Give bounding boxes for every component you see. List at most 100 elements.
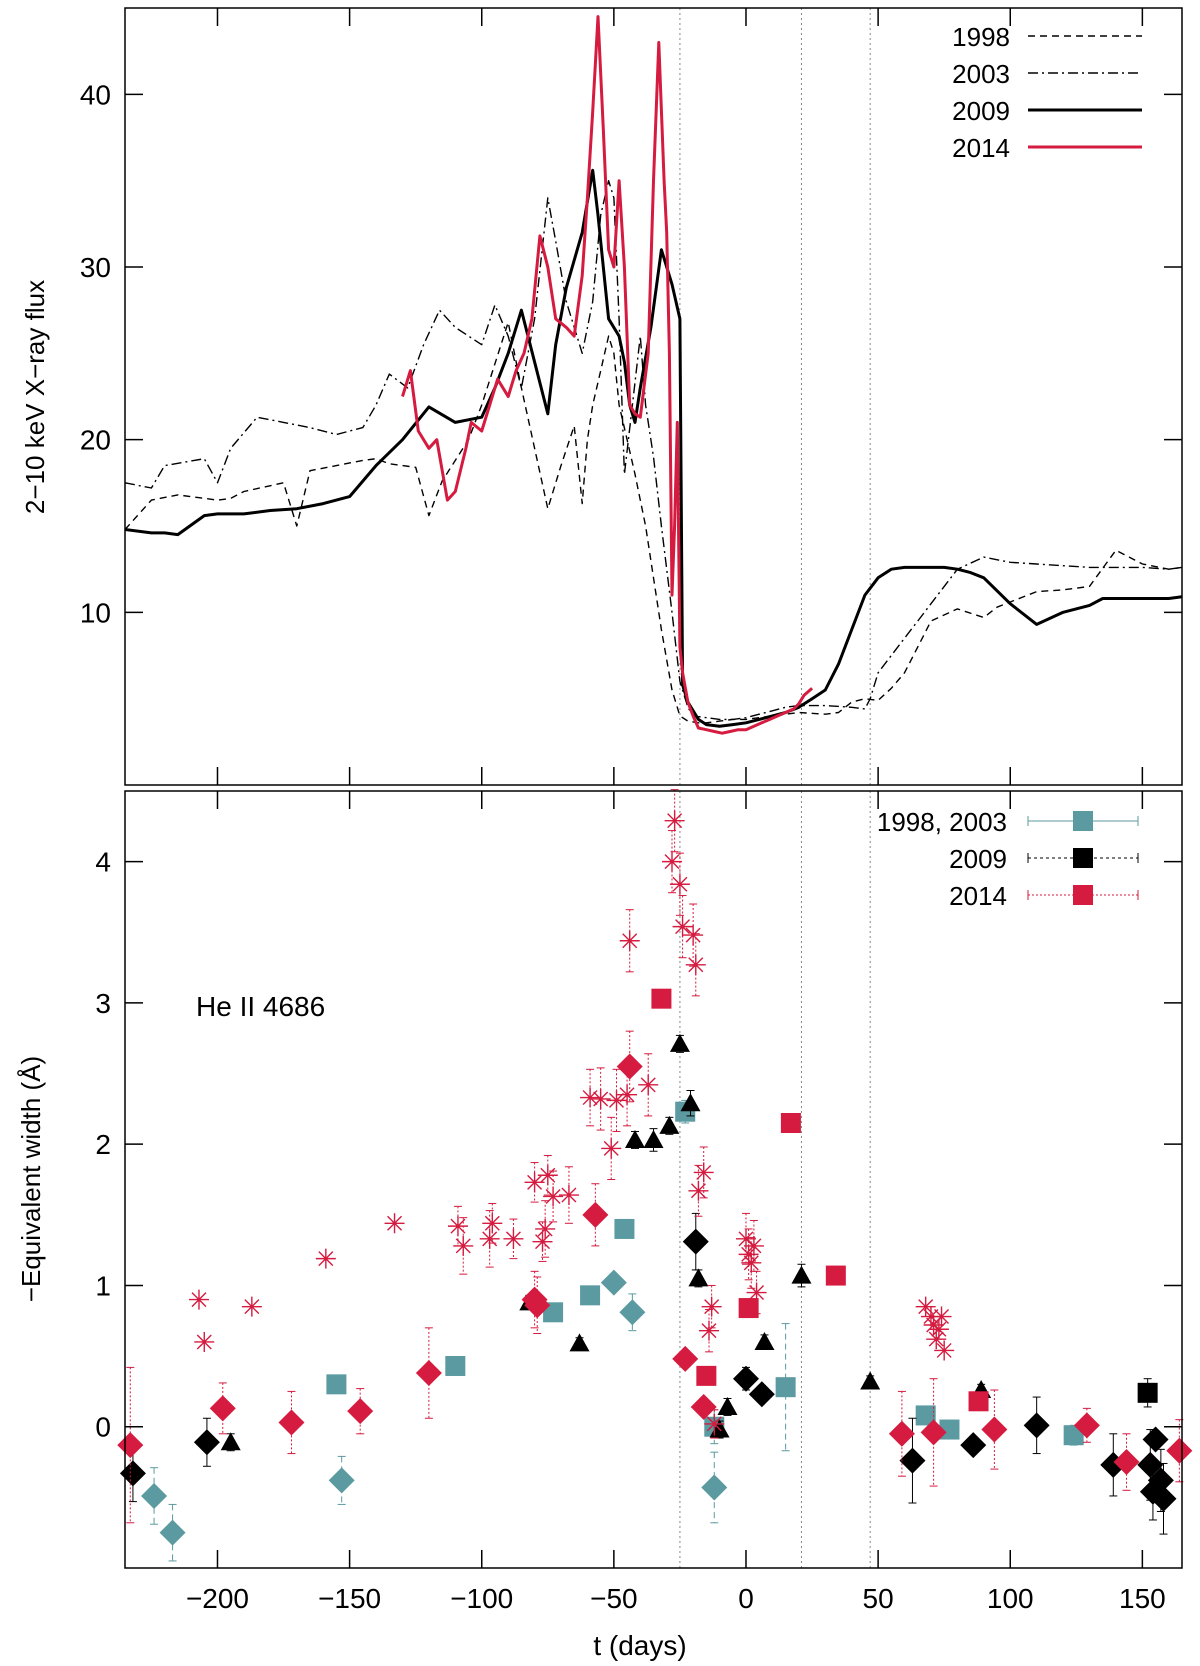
data-point-square bbox=[580, 1285, 601, 1306]
data-point-star bbox=[535, 1218, 556, 1239]
top-legend: 1998 2003 2009 2014 bbox=[952, 22, 1142, 163]
bottom-plot-frame bbox=[124, 790, 1183, 1569]
data-point-star bbox=[685, 954, 706, 975]
legend-label-2003: 2003 bbox=[952, 59, 1010, 89]
legend-label: 2009 bbox=[949, 844, 1007, 874]
data-point-triangle bbox=[680, 1093, 701, 1112]
top-ytick-label: 30 bbox=[80, 252, 111, 283]
data-point-star bbox=[693, 1162, 714, 1183]
bottom-ytick-label: 4 bbox=[95, 847, 111, 878]
data-point-square bbox=[1063, 1425, 1084, 1446]
data-point-diamond bbox=[328, 1467, 355, 1494]
data-point-square bbox=[445, 1355, 466, 1376]
data-point-star bbox=[606, 1090, 627, 1111]
data-point-star bbox=[447, 1216, 468, 1237]
bottom-series-markers bbox=[117, 789, 1193, 1562]
bottom-axis-ticks: −200 −150 −100 −50 0 50 100 150 0 1 2 3 4 bbox=[95, 791, 1182, 1614]
series-1998-2003-diamond bbox=[141, 1269, 728, 1562]
series-2009-diamond bbox=[119, 1212, 1177, 1535]
data-point-star bbox=[683, 925, 704, 946]
xtick-label: −200 bbox=[186, 1583, 249, 1614]
bottom-ytick-label: 0 bbox=[95, 1412, 111, 1443]
data-point-triangle bbox=[625, 1129, 646, 1148]
data-point-star bbox=[672, 916, 693, 937]
xtick-label: 50 bbox=[863, 1583, 894, 1614]
data-point-star bbox=[194, 1331, 215, 1352]
data-point-diamond bbox=[524, 1292, 551, 1319]
data-point-diamond bbox=[1150, 1485, 1177, 1512]
data-point-star bbox=[453, 1235, 474, 1256]
xtick-label: −150 bbox=[318, 1583, 381, 1614]
data-point-star bbox=[638, 1074, 659, 1095]
data-point-star bbox=[241, 1296, 262, 1317]
bottom-ytick-label: 2 bbox=[95, 1129, 111, 1160]
data-point-star bbox=[482, 1213, 503, 1234]
xray-flux-panel: 10 20 30 40 2−10 keV X−ray flux 1998 2003 200… bbox=[20, 7, 1183, 786]
data-point-triangle bbox=[688, 1268, 709, 1287]
top-ytick-label: 20 bbox=[80, 425, 111, 456]
data-point-star bbox=[524, 1172, 545, 1193]
legend-label-1998: 1998 bbox=[952, 22, 1010, 52]
data-point-triangle bbox=[717, 1396, 738, 1415]
data-point-square bbox=[775, 1377, 796, 1398]
data-point-square bbox=[738, 1298, 759, 1319]
data-point-star bbox=[931, 1306, 952, 1327]
data-point-star bbox=[669, 874, 690, 895]
xlabel: t (days) bbox=[593, 1630, 686, 1661]
data-point-star bbox=[543, 1186, 564, 1207]
data-point-diamond bbox=[960, 1432, 987, 1459]
data-point-diamond bbox=[600, 1269, 627, 1296]
series-2014-star bbox=[188, 789, 955, 1439]
data-point-diamond bbox=[1137, 1451, 1164, 1478]
data-point-star bbox=[503, 1228, 524, 1249]
series-2014-square bbox=[651, 988, 989, 1412]
legend-label: 1998, 2003 bbox=[877, 807, 1007, 837]
xtick-label: 0 bbox=[738, 1583, 754, 1614]
equivalent-width-panel: −200 −150 −100 −50 0 50 100 150 0 1 2 3 4 −Equivalen… bbox=[16, 789, 1193, 1661]
data-point-star bbox=[580, 1087, 601, 1108]
top-vlines bbox=[679, 8, 871, 785]
data-point-diamond bbox=[119, 1460, 146, 1487]
data-point-diamond bbox=[981, 1416, 1008, 1443]
bottom-vlines bbox=[679, 791, 871, 1568]
data-point-diamond bbox=[1166, 1437, 1193, 1464]
legend-label: 2014 bbox=[949, 881, 1007, 911]
data-point-diamond bbox=[415, 1360, 442, 1387]
legend-marker bbox=[1073, 848, 1093, 868]
data-point-triangle bbox=[669, 1033, 690, 1052]
data-point-square bbox=[1137, 1382, 1158, 1403]
data-point-star bbox=[661, 851, 682, 872]
legend-label-2009: 2009 bbox=[952, 96, 1010, 126]
top-ytick-label: 40 bbox=[80, 79, 111, 110]
data-point-diamond bbox=[347, 1398, 374, 1425]
data-point-star bbox=[746, 1282, 767, 1303]
data-point-star bbox=[590, 1088, 611, 1109]
top-ylabel: 2−10 keV X−ray flux bbox=[20, 280, 50, 514]
data-point-star bbox=[558, 1185, 579, 1206]
xtick-label: 100 bbox=[987, 1583, 1034, 1614]
data-point-star bbox=[738, 1244, 759, 1265]
legend-label-2014: 2014 bbox=[952, 133, 1010, 163]
data-point-triangle bbox=[643, 1129, 664, 1148]
data-point-diamond bbox=[701, 1474, 728, 1501]
top-ytick-label: 10 bbox=[80, 597, 111, 628]
series-1998-2003-square bbox=[326, 1099, 1084, 1452]
data-point-star bbox=[934, 1340, 955, 1361]
data-point-square bbox=[780, 1112, 801, 1133]
bottom-legend: 1998, 2003 2009 2014 bbox=[877, 807, 1139, 911]
data-point-star bbox=[928, 1319, 949, 1340]
data-point-triangle bbox=[860, 1371, 881, 1390]
data-point-square bbox=[968, 1391, 989, 1412]
data-point-star bbox=[188, 1289, 209, 1310]
data-point-square bbox=[939, 1419, 960, 1440]
data-point-diamond bbox=[1073, 1412, 1100, 1439]
data-point-diamond bbox=[920, 1419, 947, 1446]
data-point-diamond bbox=[690, 1393, 717, 1420]
data-point-star bbox=[926, 1329, 947, 1350]
series-2014-diamond bbox=[117, 1030, 1193, 1524]
legend-marker bbox=[1073, 885, 1093, 905]
data-point-star bbox=[915, 1296, 936, 1317]
data-point-star bbox=[601, 1138, 622, 1159]
data-point-star bbox=[537, 1165, 558, 1186]
